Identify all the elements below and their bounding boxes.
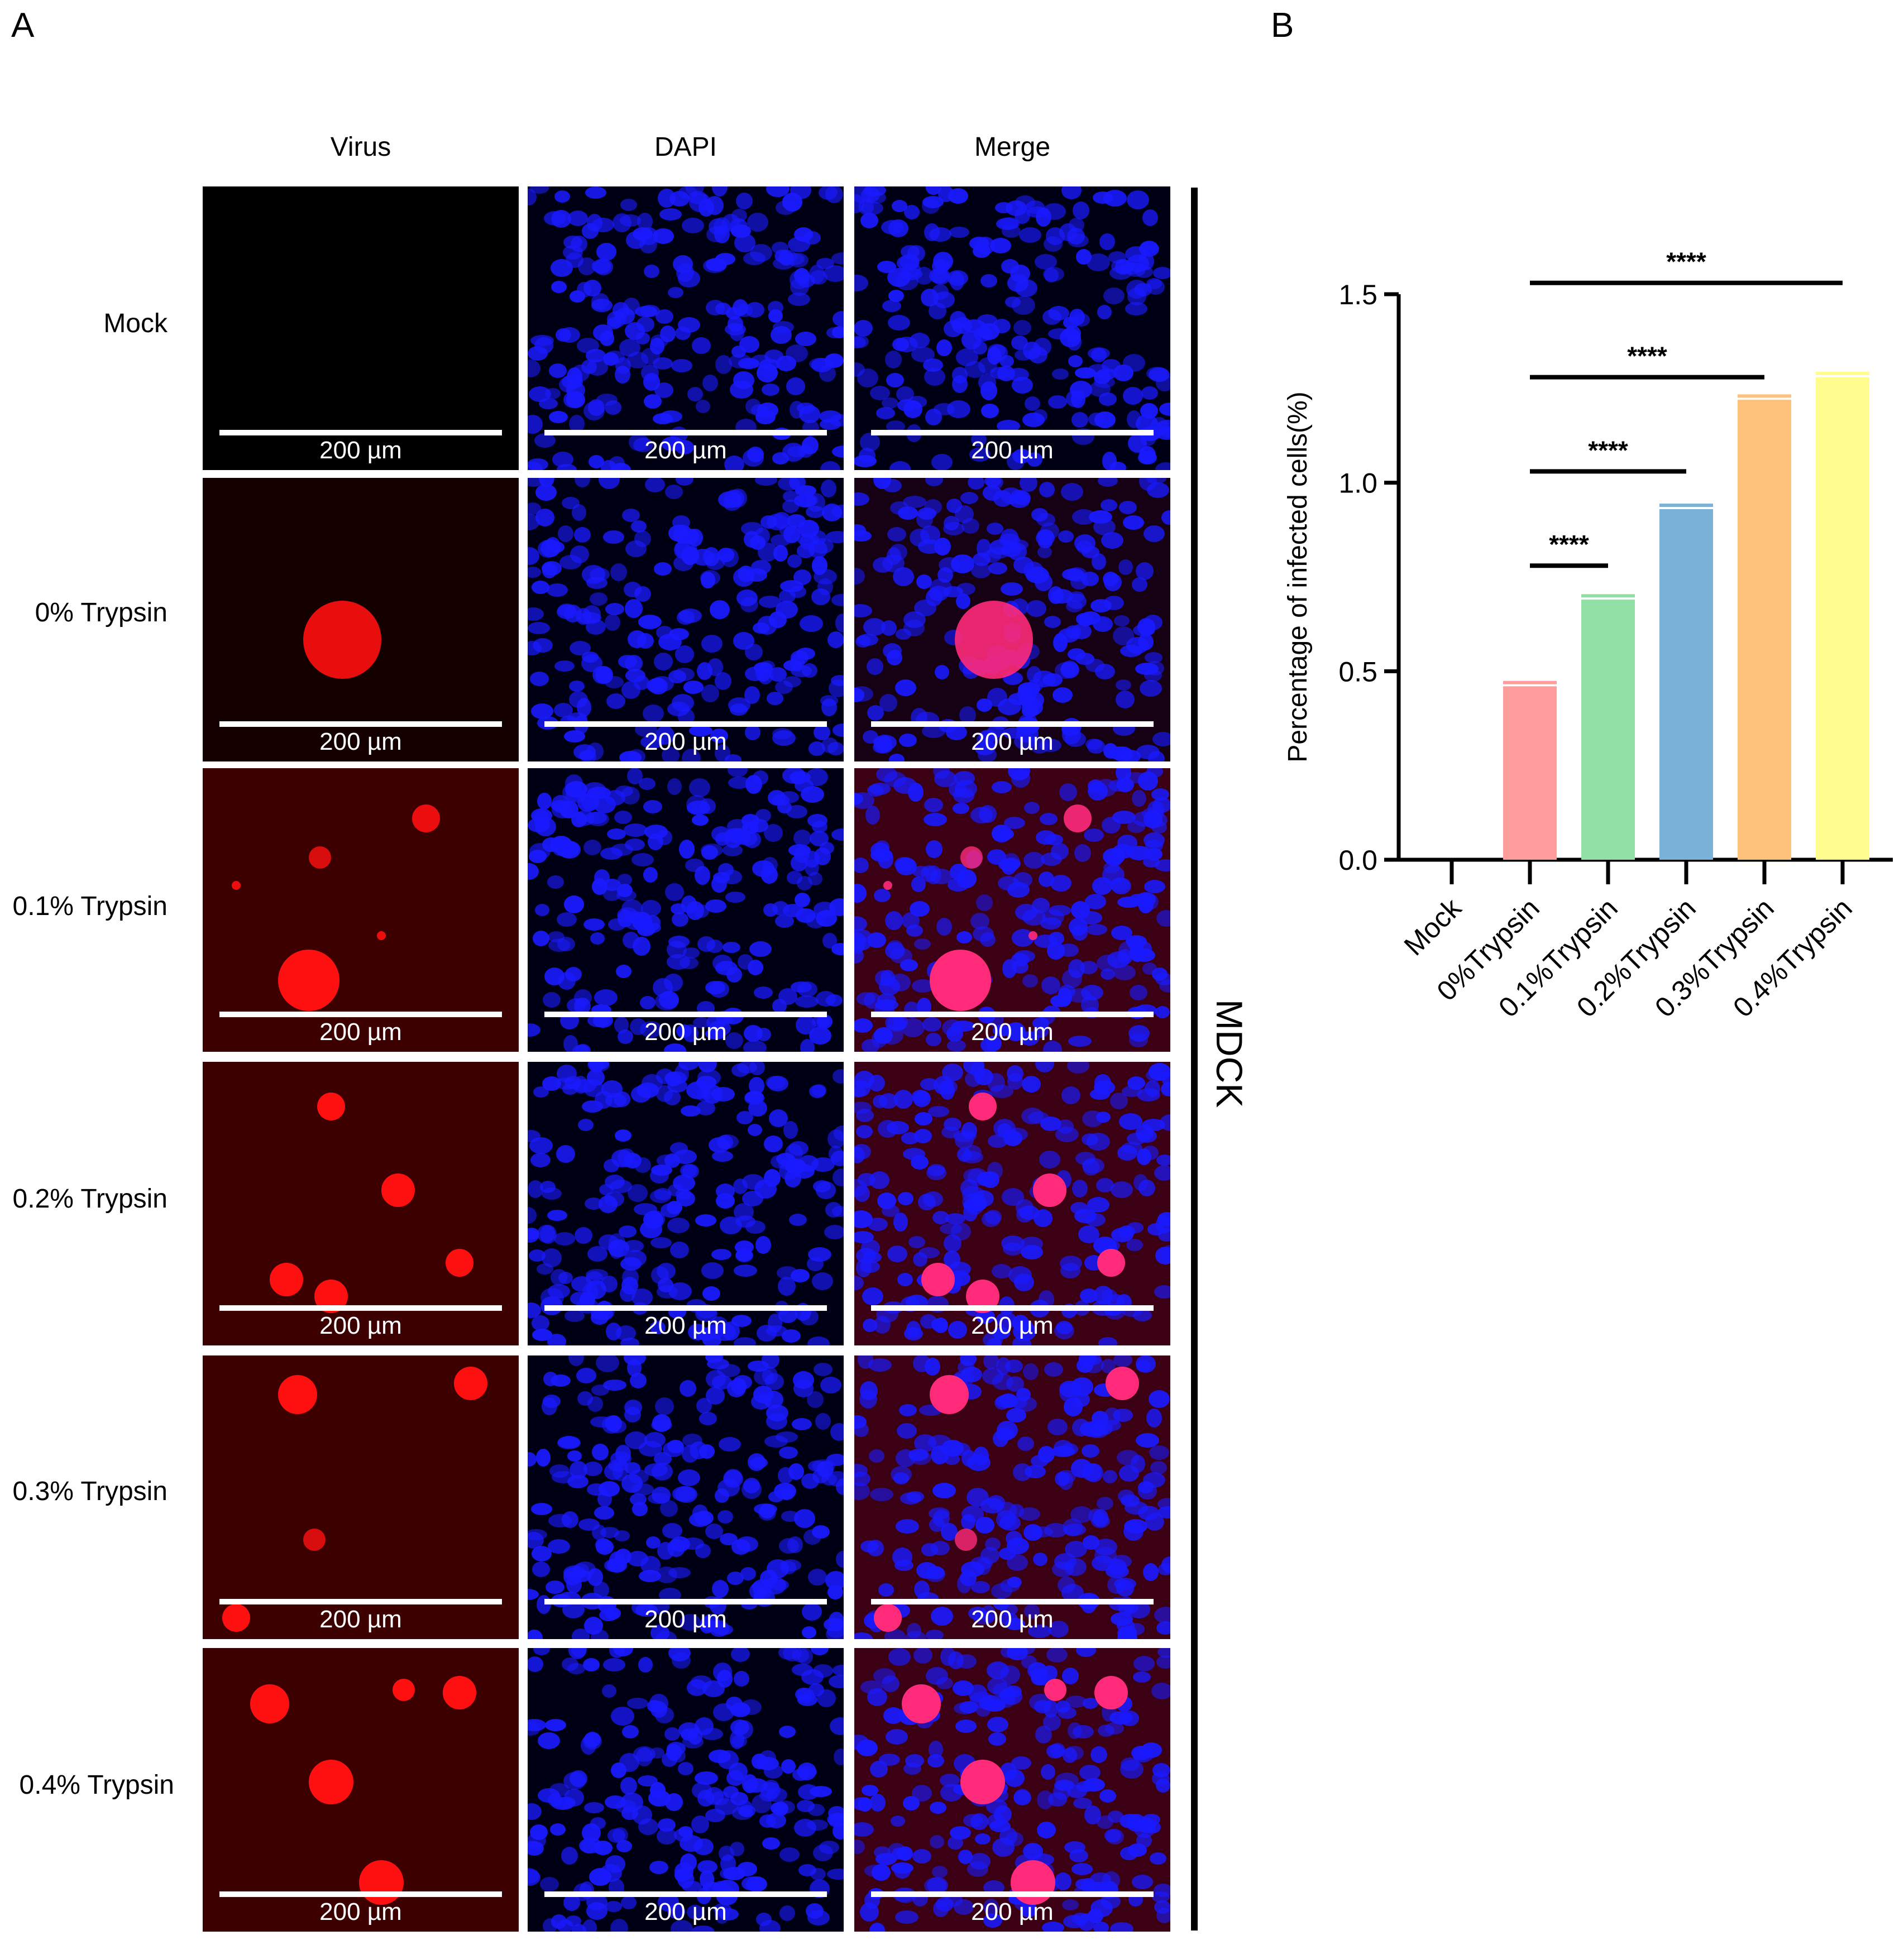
column-header-dapi: DAPI xyxy=(654,132,717,162)
infection-bar-chart: 0.0 0.5 1.0 1.5 Percentage of infected cells… xyxy=(1283,247,1893,1023)
significance-label: **** xyxy=(1549,530,1589,559)
scale-bar xyxy=(219,1012,502,1017)
row-header-mock: Mock xyxy=(103,309,168,338)
scale-bar-label: 200 µm xyxy=(644,1018,727,1046)
scale-bar xyxy=(871,1305,1154,1311)
micrograph-merge-2: 200 µm xyxy=(854,478,1170,761)
micrograph-dapi-6: 200 µm xyxy=(528,1648,844,1932)
scale-bar xyxy=(219,430,502,435)
scale-bar xyxy=(871,1891,1154,1897)
scale-bar xyxy=(544,1305,827,1311)
micrograph-virus-4: 200 µm xyxy=(203,1062,519,1345)
scale-bar xyxy=(544,1012,827,1017)
y-tick-label: 1.0 xyxy=(1338,468,1377,499)
scale-bar-label: 200 µm xyxy=(644,1898,727,1925)
scale-bar-label: 200 µm xyxy=(319,1018,402,1046)
bar-2 xyxy=(1581,600,1635,860)
scale-bar-label: 200 µm xyxy=(319,437,402,464)
y-tick-label: 0.5 xyxy=(1338,656,1377,687)
column-header-merge: Merge xyxy=(974,132,1051,162)
scale-bar-label: 200 µm xyxy=(971,1018,1054,1046)
scale-bar-label: 200 µm xyxy=(319,728,402,755)
y-tick-label: 1.5 xyxy=(1338,279,1377,310)
panel-a-letter: A xyxy=(11,6,35,45)
scale-bar xyxy=(219,721,502,727)
scale-bar-label: 200 µm xyxy=(971,728,1054,755)
scale-bar xyxy=(871,721,1154,727)
scale-bar xyxy=(544,1891,827,1897)
scale-bar xyxy=(544,721,827,727)
significance-label: **** xyxy=(1666,247,1706,276)
micrograph-dapi-5: 200 µm xyxy=(528,1355,844,1639)
scale-bar xyxy=(871,1012,1154,1017)
panel-b-letter: B xyxy=(1271,6,1294,45)
micrograph-dapi-1: 200 µm xyxy=(528,186,844,470)
micrograph-virus-5: 200 µm xyxy=(203,1355,519,1639)
scale-bar xyxy=(871,430,1154,435)
micrograph-virus-6: 200 µm xyxy=(203,1648,519,1932)
significance-label: **** xyxy=(1627,342,1667,371)
micrograph-virus-3: 200 µm xyxy=(203,768,519,1052)
row-header-0-1-trypsin: 0.1% Trypsin xyxy=(12,892,168,921)
micrograph-dapi-4: 200 µm xyxy=(528,1062,844,1345)
scale-bar xyxy=(544,430,827,435)
y-axis-label: Percentage of infected cells(%) xyxy=(1283,391,1313,762)
micrograph-merge-3: 200 µm xyxy=(854,768,1170,1052)
x-tick-label: Mock xyxy=(1398,892,1468,961)
micrograph-merge-4: 200 µm xyxy=(854,1062,1170,1345)
scale-bar xyxy=(871,1599,1154,1604)
scale-bar xyxy=(544,1599,827,1604)
micrograph-virus-1: 200 µm xyxy=(203,186,519,470)
cell-line-bracket xyxy=(1191,188,1198,1931)
scale-bar xyxy=(219,1305,502,1311)
micrograph-merge-6: 200 µm xyxy=(854,1648,1170,1932)
bar-4 xyxy=(1738,400,1791,860)
micrograph-dapi-2: 200 µm xyxy=(528,478,844,761)
scale-bar-label: 200 µm xyxy=(319,1606,402,1633)
scale-bar-label: 200 µm xyxy=(644,1312,727,1339)
bar-3 xyxy=(1659,509,1713,860)
scale-bar-label: 200 µm xyxy=(644,1606,727,1633)
scale-bar-label: 200 µm xyxy=(319,1312,402,1339)
micrograph-virus-2: 200 µm xyxy=(203,478,519,761)
scale-bar-label: 200 µm xyxy=(644,728,727,755)
scale-bar xyxy=(219,1599,502,1604)
row-header-0-4-trypsin: 0.4% Trypsin xyxy=(19,1770,174,1800)
bar-1 xyxy=(1503,686,1557,860)
scale-bar-label: 200 µm xyxy=(971,1312,1054,1339)
scale-bar xyxy=(219,1891,502,1897)
bar-5 xyxy=(1816,377,1869,860)
scale-bar-label: 200 µm xyxy=(644,437,727,464)
scale-bar-label: 200 µm xyxy=(319,1898,402,1925)
row-header-0-trypsin: 0% Trypsin xyxy=(35,598,168,627)
scale-bar-label: 200 µm xyxy=(971,437,1054,464)
y-tick-label: 0.0 xyxy=(1338,845,1377,876)
significance-label: **** xyxy=(1588,435,1628,464)
row-header-0-2-trypsin: 0.2% Trypsin xyxy=(12,1184,168,1214)
scale-bar-label: 200 µm xyxy=(971,1898,1054,1925)
micrograph-merge-1: 200 µm xyxy=(854,186,1170,470)
micrograph-dapi-3: 200 µm xyxy=(528,768,844,1052)
scale-bar-label: 200 µm xyxy=(971,1606,1054,1633)
column-header-virus: Virus xyxy=(330,132,391,162)
row-header-0-3-trypsin: 0.3% Trypsin xyxy=(12,1477,168,1506)
micrograph-merge-5: 200 µm xyxy=(854,1355,1170,1639)
